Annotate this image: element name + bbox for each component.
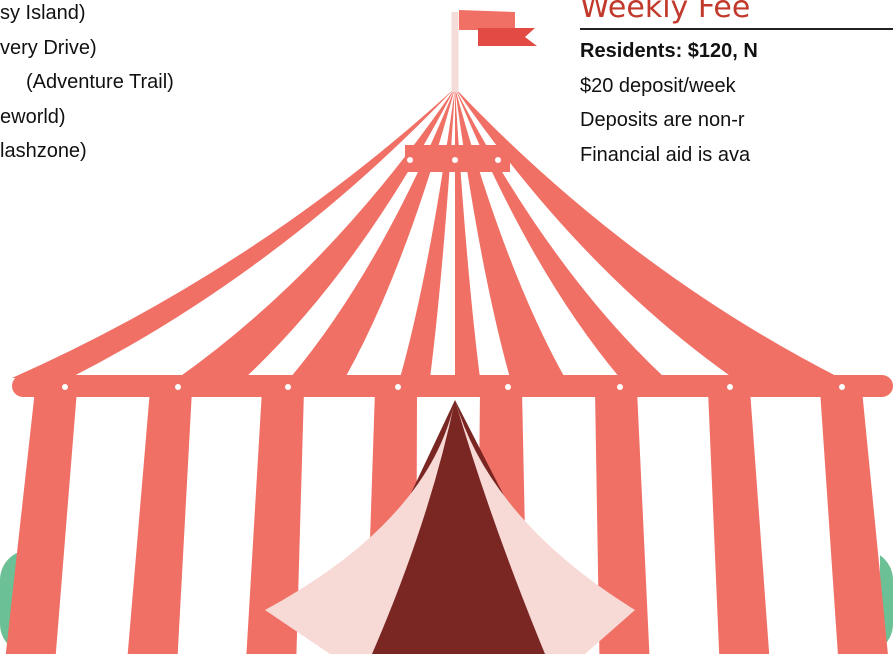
fee-line: Residents: $120, N	[580, 34, 893, 69]
star	[395, 384, 401, 390]
list-item: very Drive)	[0, 31, 174, 66]
flyer: sy Island) very Drive) (Adventure Trail)…	[0, 0, 893, 654]
list-item: lashzone)	[0, 134, 174, 169]
star	[452, 157, 458, 163]
star	[407, 157, 413, 163]
list-item: sy Island)	[0, 0, 174, 31]
fee-line: $20 deposit/week	[580, 69, 893, 104]
fee-line: Financial aid is ava	[580, 138, 893, 173]
star	[839, 384, 845, 390]
star	[727, 384, 733, 390]
fees: Weekly Fee Residents: $120, N $20 deposi…	[580, 0, 893, 172]
star	[495, 157, 501, 163]
fees-title: Weekly Fee	[580, 0, 893, 30]
star	[62, 384, 68, 390]
star	[505, 384, 511, 390]
flag-tail	[478, 28, 537, 46]
list-item: eworld)	[0, 100, 174, 135]
star	[617, 384, 623, 390]
flag	[459, 10, 515, 30]
star	[285, 384, 291, 390]
fee-line: Deposits are non-r	[580, 103, 893, 138]
rim	[12, 375, 893, 397]
camp-list: sy Island) very Drive) (Adventure Trail)…	[0, 0, 174, 169]
list-item: (Adventure Trail)	[0, 65, 174, 100]
star	[175, 384, 181, 390]
